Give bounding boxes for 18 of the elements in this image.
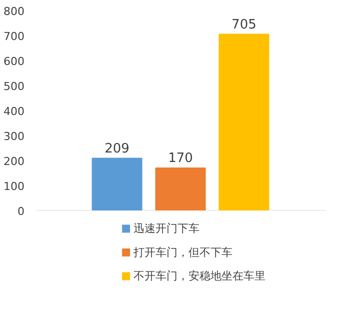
data-label: 170	[168, 151, 193, 166]
bar	[155, 168, 206, 210]
legend-label: 迅速开门下车	[134, 222, 200, 236]
y-tick-label: 0	[18, 205, 24, 218]
y-tick-label: 700	[4, 30, 25, 43]
bar	[92, 158, 142, 210]
y-tick-label: 300	[4, 130, 25, 143]
y-tick-label: 800	[4, 5, 25, 18]
data-label: 705	[232, 17, 256, 32]
y-tick-label: 600	[4, 55, 25, 68]
y-tick-label: 100	[4, 180, 25, 193]
bar	[218, 34, 270, 210]
y-tick-label: 500	[4, 80, 25, 93]
y-tick-label: 200	[4, 155, 25, 168]
legend-label: 不开车门，安稳地坐在车里	[134, 270, 266, 283]
data-label: 209	[104, 141, 130, 156]
y-tick-label: 400	[4, 105, 25, 118]
legend-label: 打开车门，但不下车	[132, 246, 233, 259]
